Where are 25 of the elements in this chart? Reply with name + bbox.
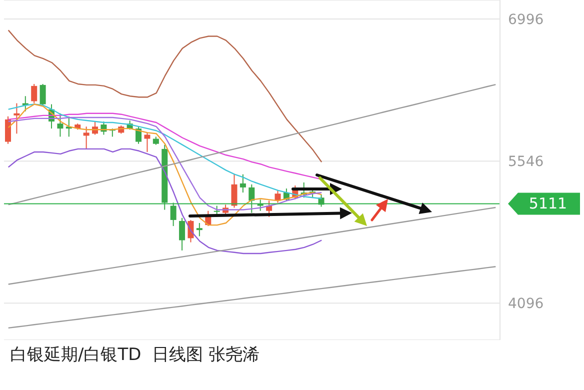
y-tick-label: 4096 [508,296,544,312]
candlestick [248,184,255,214]
candlestick [196,222,202,237]
candlestick [57,112,64,138]
candlestick [83,126,90,150]
candlestick [231,174,238,208]
y-tick-label: 5546 [508,154,544,170]
candlestick [179,217,186,251]
candlestick [274,190,281,204]
candlestick [136,126,142,144]
candlestick [240,174,246,194]
line-series [8,148,322,254]
text: 白银延期/白银TD 日线图 张尧浠 [10,344,260,366]
candlestick [214,205,220,216]
line-series [8,266,496,329]
line-series [8,206,496,285]
y-tick-label: 6996 [508,12,544,28]
line-series [8,30,322,163]
line-series [8,84,496,206]
candlestick [144,132,150,152]
candlestick [14,102,20,134]
ref-line-label: 5111 [528,194,568,213]
candlestick [170,202,176,227]
candlestick [31,83,38,104]
candlestick [5,116,11,144]
